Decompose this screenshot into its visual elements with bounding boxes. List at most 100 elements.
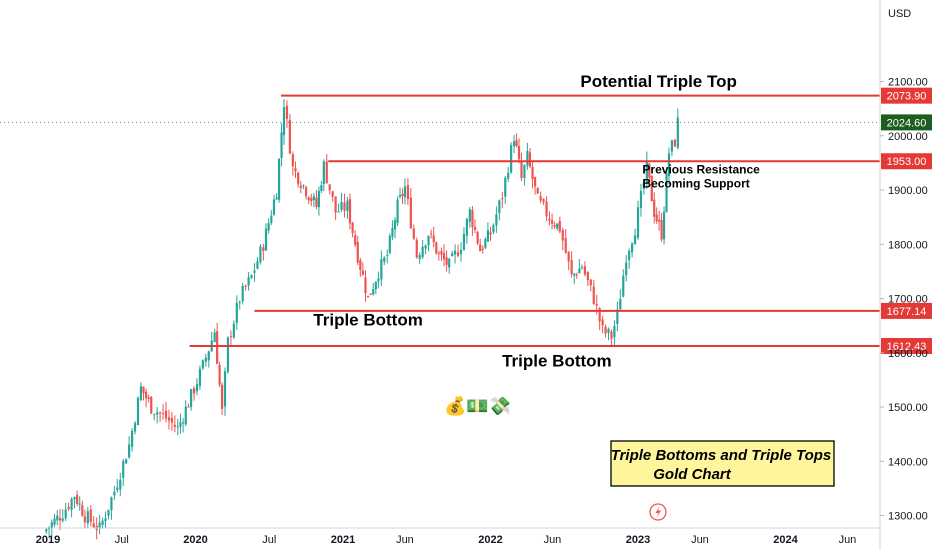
candle-body bbox=[232, 323, 235, 338]
candle-body bbox=[213, 332, 216, 343]
candle-body bbox=[119, 479, 122, 490]
candle-body bbox=[291, 154, 294, 167]
candle-body bbox=[139, 386, 143, 401]
current-price-label: 2024.60 bbox=[887, 117, 927, 129]
level-price-badge bbox=[881, 87, 932, 104]
candle-body bbox=[667, 153, 671, 176]
candle-body bbox=[548, 218, 551, 221]
candle-body bbox=[220, 384, 224, 409]
candle-body bbox=[536, 188, 539, 194]
candle-body bbox=[589, 279, 592, 286]
candle-body bbox=[159, 412, 162, 414]
candle-body bbox=[372, 289, 375, 295]
chart-annotation: Previous Resistance bbox=[642, 163, 760, 177]
candle-body bbox=[564, 237, 567, 253]
candle-body bbox=[294, 168, 297, 172]
lightning-icon[interactable] bbox=[649, 503, 667, 521]
time-tick-label: 2020 bbox=[183, 534, 207, 546]
candle-body bbox=[142, 386, 145, 394]
candle-body bbox=[622, 275, 625, 297]
candle-body bbox=[454, 250, 457, 255]
candle-body bbox=[50, 522, 53, 528]
candle-body bbox=[498, 200, 501, 214]
level-price-badge bbox=[881, 302, 932, 319]
candle-body bbox=[104, 518, 107, 522]
candle-body bbox=[359, 260, 362, 270]
price-axis[interactable]: USD 1300.001400.001500.001600.001700.001… bbox=[879, 0, 928, 550]
candle-body bbox=[613, 325, 616, 338]
candle-body bbox=[473, 226, 477, 230]
candle-body bbox=[288, 119, 291, 154]
candle-body bbox=[98, 522, 101, 528]
candle-body bbox=[388, 235, 391, 253]
candle-body bbox=[386, 255, 389, 257]
candle-body bbox=[583, 266, 586, 275]
candle-body bbox=[616, 309, 619, 324]
candle-body bbox=[636, 207, 640, 238]
candle-body bbox=[642, 182, 645, 189]
candle-body bbox=[421, 246, 424, 258]
candle-body bbox=[264, 228, 268, 251]
title-box bbox=[610, 440, 835, 487]
candle-body bbox=[110, 497, 113, 511]
time-axis[interactable]: 2019 Jul 2020 Jul 2021 Jun 2022 Jun 2023 Jun 2024 J… bbox=[0, 527, 880, 546]
candle-body bbox=[133, 423, 137, 432]
candle-body bbox=[256, 261, 259, 269]
candle-body bbox=[550, 220, 554, 224]
candle-body bbox=[545, 201, 548, 217]
money-emojis: 💰💵💸 bbox=[444, 395, 511, 417]
candle-body bbox=[334, 196, 337, 213]
candle-body bbox=[513, 141, 516, 147]
candle-body bbox=[299, 185, 302, 189]
candle-body bbox=[340, 201, 343, 210]
candle-body bbox=[125, 459, 128, 464]
candle-body bbox=[377, 278, 380, 282]
candle-body bbox=[235, 302, 238, 323]
candle-body bbox=[595, 304, 598, 306]
candle-body bbox=[73, 497, 76, 500]
candle-body bbox=[305, 187, 308, 197]
candle-body bbox=[89, 509, 92, 522]
time-tick-label: 2021 bbox=[331, 534, 355, 546]
candle-body bbox=[184, 406, 187, 425]
candle-body bbox=[322, 161, 325, 185]
candle-body bbox=[156, 412, 159, 415]
candle-body bbox=[201, 360, 204, 369]
candle-body bbox=[272, 199, 276, 215]
candle-body bbox=[501, 198, 504, 200]
time-tick-label: 2019 bbox=[36, 534, 60, 546]
candle-body bbox=[534, 176, 537, 187]
candle-body bbox=[432, 235, 435, 243]
level-price-label: 1953.00 bbox=[887, 156, 927, 168]
candle-body bbox=[150, 396, 153, 414]
candle-body bbox=[398, 194, 402, 197]
candle-body bbox=[270, 215, 273, 223]
time-tick-label: Jun bbox=[396, 534, 414, 546]
candle-body bbox=[383, 257, 386, 262]
candle-body bbox=[229, 336, 232, 338]
candle-body bbox=[302, 185, 305, 187]
candle-body bbox=[259, 246, 262, 263]
candle-body bbox=[575, 274, 578, 276]
candle-body bbox=[465, 219, 468, 236]
candle-body bbox=[348, 199, 352, 224]
candle-body bbox=[435, 242, 438, 254]
candle-body bbox=[380, 259, 383, 280]
candle-body bbox=[195, 384, 199, 392]
candle-body bbox=[592, 286, 595, 305]
candle-body bbox=[479, 244, 482, 252]
candle-body bbox=[116, 487, 119, 491]
candle-body bbox=[670, 140, 674, 152]
candle-body bbox=[393, 220, 397, 230]
candle-body bbox=[430, 233, 433, 235]
candle-body bbox=[610, 331, 613, 339]
candle-body bbox=[401, 193, 404, 196]
candle-body bbox=[424, 245, 427, 249]
candle-body bbox=[580, 267, 584, 269]
candle-body bbox=[218, 365, 221, 385]
price-tick-label: 1900.00 bbox=[888, 185, 928, 197]
candle-body bbox=[161, 413, 165, 415]
candle-body bbox=[409, 197, 412, 229]
candle-body bbox=[107, 509, 110, 516]
